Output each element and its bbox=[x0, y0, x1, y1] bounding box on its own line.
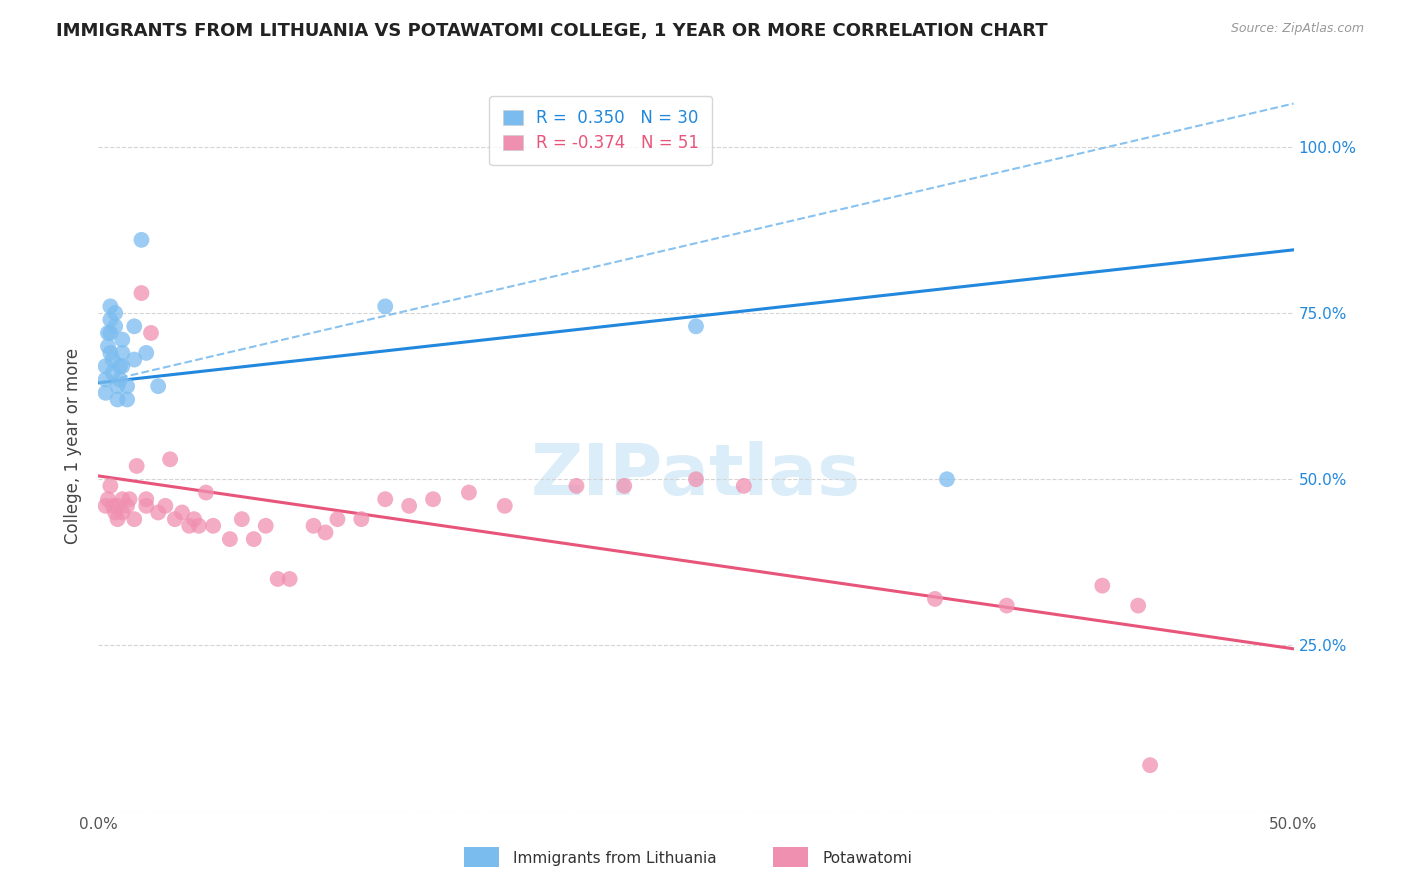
Point bbox=[565, 479, 588, 493]
Point bbox=[155, 499, 177, 513]
Point bbox=[243, 532, 266, 546]
Point bbox=[104, 306, 127, 320]
Point bbox=[111, 492, 134, 507]
Text: Source: ZipAtlas.com: Source: ZipAtlas.com bbox=[1230, 22, 1364, 36]
Point bbox=[194, 485, 218, 500]
Point bbox=[924, 591, 946, 606]
Y-axis label: College, 1 year or more: College, 1 year or more bbox=[65, 348, 83, 544]
Point bbox=[1139, 758, 1161, 772]
Point bbox=[187, 518, 209, 533]
Point bbox=[148, 506, 170, 520]
Point bbox=[374, 492, 396, 507]
Point bbox=[124, 352, 146, 367]
Point bbox=[685, 472, 707, 486]
Point bbox=[98, 312, 122, 326]
Text: Potawatomi: Potawatomi bbox=[823, 851, 912, 865]
Point bbox=[398, 499, 420, 513]
Point bbox=[124, 319, 146, 334]
Point bbox=[135, 499, 157, 513]
Text: IMMIGRANTS FROM LITHUANIA VS POTAWATOMI COLLEGE, 1 YEAR OR MORE CORRELATION CHAR: IMMIGRANTS FROM LITHUANIA VS POTAWATOMI … bbox=[56, 22, 1047, 40]
Point bbox=[107, 379, 129, 393]
Point bbox=[326, 512, 349, 526]
Point bbox=[107, 499, 129, 513]
Point bbox=[267, 572, 290, 586]
Point bbox=[97, 492, 120, 507]
Point bbox=[278, 572, 301, 586]
Point bbox=[115, 379, 138, 393]
Point bbox=[98, 299, 122, 313]
Point bbox=[1128, 599, 1150, 613]
Point bbox=[374, 299, 396, 313]
Point bbox=[108, 359, 131, 374]
Point bbox=[183, 512, 205, 526]
Point bbox=[107, 512, 129, 526]
Point bbox=[135, 346, 157, 360]
Point bbox=[613, 479, 636, 493]
Point bbox=[1091, 579, 1114, 593]
Point bbox=[94, 385, 117, 400]
Point bbox=[107, 392, 129, 407]
Point bbox=[94, 499, 117, 513]
Point bbox=[315, 525, 337, 540]
Point bbox=[254, 518, 277, 533]
Point bbox=[97, 326, 120, 340]
Legend: R =  0.350   N = 30, R = -0.374   N = 51: R = 0.350 N = 30, R = -0.374 N = 51 bbox=[489, 96, 713, 165]
Point bbox=[104, 506, 127, 520]
Point bbox=[115, 392, 138, 407]
Point bbox=[179, 518, 201, 533]
Point bbox=[231, 512, 253, 526]
Point bbox=[111, 333, 134, 347]
Point bbox=[350, 512, 373, 526]
Point bbox=[163, 512, 186, 526]
Point bbox=[98, 479, 122, 493]
Point bbox=[148, 379, 170, 393]
Point bbox=[118, 492, 141, 507]
Point bbox=[458, 485, 481, 500]
Point bbox=[115, 499, 138, 513]
Point bbox=[131, 233, 153, 247]
Text: ZIPatlas: ZIPatlas bbox=[531, 441, 860, 509]
Point bbox=[111, 346, 134, 360]
Point bbox=[111, 359, 134, 374]
Point bbox=[685, 319, 707, 334]
Point bbox=[733, 479, 755, 493]
Point bbox=[219, 532, 242, 546]
Point bbox=[98, 326, 122, 340]
Point bbox=[995, 599, 1018, 613]
Point bbox=[101, 499, 124, 513]
Point bbox=[108, 372, 131, 386]
Point bbox=[94, 359, 117, 374]
Point bbox=[172, 506, 194, 520]
Point bbox=[124, 512, 146, 526]
Point bbox=[494, 499, 516, 513]
Point bbox=[139, 326, 162, 340]
Point bbox=[94, 372, 117, 386]
Point bbox=[936, 472, 959, 486]
Point bbox=[111, 506, 134, 520]
Text: Immigrants from Lithuania: Immigrants from Lithuania bbox=[513, 851, 717, 865]
Point bbox=[98, 346, 122, 360]
Point bbox=[302, 518, 325, 533]
Point bbox=[131, 286, 153, 301]
Point bbox=[101, 352, 124, 367]
Point bbox=[422, 492, 444, 507]
Point bbox=[104, 319, 127, 334]
Point bbox=[159, 452, 181, 467]
Point bbox=[125, 458, 148, 473]
Point bbox=[101, 366, 124, 380]
Point bbox=[97, 339, 120, 353]
Point bbox=[135, 492, 157, 507]
Point bbox=[202, 518, 225, 533]
